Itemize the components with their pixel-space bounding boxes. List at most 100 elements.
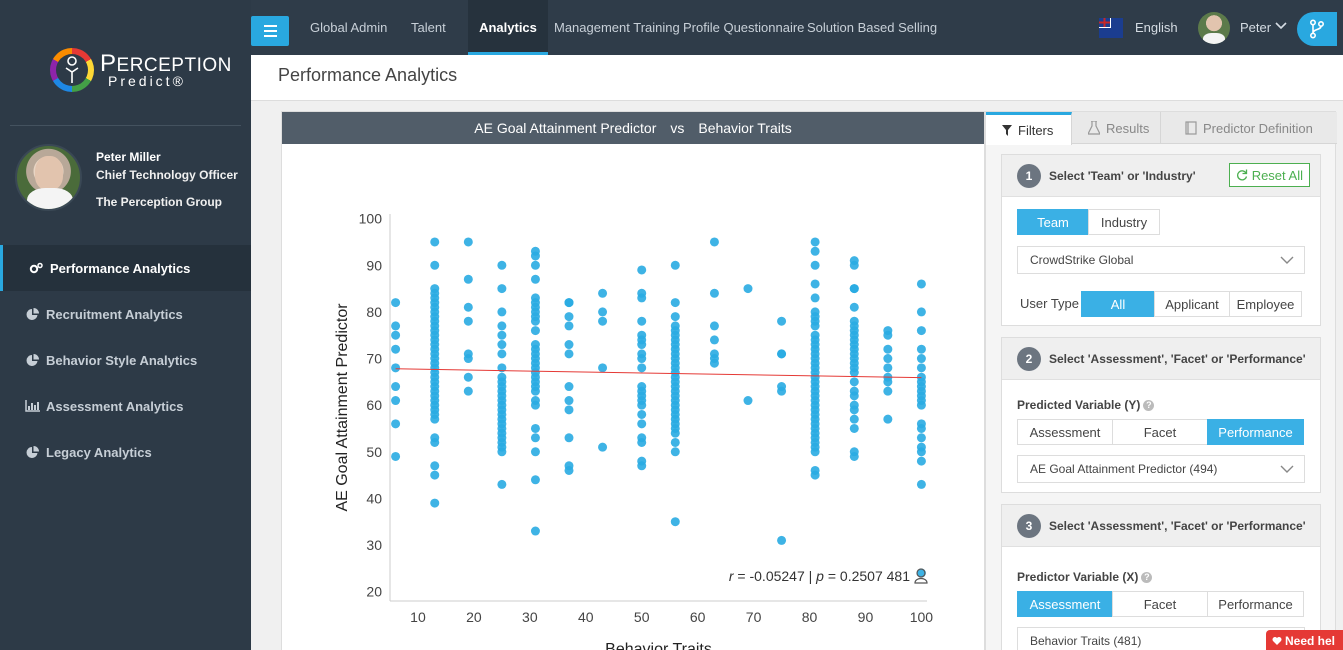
nav-global-admin[interactable]: Global Admin (310, 20, 388, 35)
reset-all-button[interactable]: Reset All (1228, 163, 1310, 187)
predictor-variable-toggle: Assessment Facet Performance (1017, 591, 1304, 617)
sidebar-item-performance-analytics[interactable]: Performance Analytics (0, 245, 251, 291)
scatter-point (916, 447, 926, 457)
bar-chart-icon (24, 399, 40, 413)
user-type-employee-button[interactable]: Employee (1229, 291, 1302, 317)
predictor-facet-button[interactable]: Facet (1112, 591, 1208, 617)
hamburger-menu-button[interactable] (251, 16, 289, 46)
step-number: 2 (1017, 346, 1041, 371)
chevron-down-icon (1280, 465, 1294, 473)
scatter-point (849, 391, 859, 401)
user-type-label: User Type (1020, 296, 1080, 311)
sidebar-item-assessment-analytics[interactable]: Assessment Analytics (0, 383, 251, 429)
scatter-point (670, 437, 680, 447)
nav-profile-questionnaire[interactable]: Profile Questionnaire (683, 20, 805, 35)
scatter-point (430, 470, 440, 480)
scatter-point (463, 372, 473, 382)
sidebar-item-behavior-style-analytics[interactable]: Behavior Style Analytics (0, 337, 251, 383)
scatter-point (564, 298, 574, 308)
scatter-point (497, 349, 507, 359)
team-industry-card: 1 Select 'Team' or 'Industry' Reset All … (1001, 154, 1321, 326)
scatter-point (530, 260, 540, 270)
scatter-point (430, 237, 440, 247)
nav-analytics[interactable]: Analytics (468, 0, 548, 55)
user-type-applicant-button[interactable]: Applicant (1154, 291, 1230, 317)
help-icon[interactable]: ? (1141, 572, 1153, 583)
scatter-point (777, 386, 787, 396)
chevron-down-icon[interactable] (1274, 19, 1288, 33)
scatter-point (598, 316, 608, 326)
scatter-point (670, 298, 680, 308)
need-help-button[interactable]: Need hel (1266, 630, 1343, 650)
help-icon[interactable]: ? (1143, 400, 1155, 411)
scatter-point (391, 419, 401, 429)
predicted-assessment-button[interactable]: Assessment (1017, 419, 1113, 445)
scatter-point (637, 461, 647, 471)
team-select[interactable]: CrowdStrike Global (1017, 246, 1305, 274)
scatter-point (849, 260, 859, 270)
scatter-point (564, 405, 574, 415)
x-tick-label: 80 (802, 609, 818, 625)
user-avatar[interactable] (1198, 12, 1230, 44)
chevron-down-icon (1280, 256, 1294, 264)
scatter-point (497, 330, 507, 340)
scatter-point (810, 293, 820, 303)
nav-management-training[interactable]: Management Training (554, 20, 680, 35)
nav-solution-based-selling[interactable]: Solution Based Selling (807, 20, 938, 35)
scatter-point (810, 321, 820, 331)
scatter-point (849, 284, 859, 294)
perception-predict-logo[interactable]: PERCEPTION Predict® (50, 46, 231, 96)
card-header: 3 Select 'Assessment', 'Facet' or 'Perfo… (1002, 505, 1320, 547)
scatter-point (463, 302, 473, 312)
team-industry-toggle: Team Industry (1017, 209, 1160, 235)
scatter-point (916, 568, 926, 578)
predicted-variable-label: Predicted Variable (Y)? (1017, 398, 1155, 412)
scatter-point (916, 423, 926, 433)
predictor-variable-select[interactable]: Behavior Traits (481) (1017, 627, 1305, 650)
scatter-chart[interactable]: 20 30 40 50 60 70 80 90 100 10 20 30 40 50 60 70 80 90 100… (282, 144, 984, 650)
scatter-point (777, 349, 787, 359)
branch-button[interactable] (1297, 12, 1337, 46)
chart-panel: AE Goal Attainment Predictor vs Behavior… (281, 111, 985, 650)
scatter-point (849, 377, 859, 387)
tab-predictor-definition[interactable]: Predictor Definition (1161, 112, 1337, 144)
scatter-point (849, 405, 859, 415)
scatter-point (564, 321, 574, 331)
scatter-point (849, 368, 859, 378)
team-toggle-button[interactable]: Team (1017, 209, 1089, 235)
scatter-point (916, 456, 926, 466)
predictor-performance-button[interactable]: Performance (1207, 591, 1304, 617)
scatter-point (777, 316, 787, 326)
sidebar-item-legacy-analytics[interactable]: Legacy Analytics (0, 429, 251, 475)
scatter-point (743, 396, 753, 406)
correlation-stats: r = -0.05247 | p = 0.2507 481 (729, 568, 910, 584)
industry-toggle-button[interactable]: Industry (1088, 209, 1160, 235)
scatter-point (598, 442, 608, 452)
scatter-point (391, 321, 401, 331)
scatter-point (849, 302, 859, 312)
predicted-facet-button[interactable]: Facet (1112, 419, 1208, 445)
nav-talent[interactable]: Talent (411, 20, 446, 35)
scatter-point (849, 451, 859, 461)
scatter-point (463, 316, 473, 326)
tab-filters[interactable]: Filters (986, 112, 1072, 145)
scatter-point (463, 237, 473, 247)
scatter-point (777, 535, 787, 545)
user-type-all-button[interactable]: All (1081, 291, 1155, 317)
sidebar-item-recruitment-analytics[interactable]: Recruitment Analytics (0, 291, 251, 337)
scatter-point (391, 382, 401, 392)
scatter-point (810, 237, 820, 247)
scatter-point (391, 344, 401, 354)
language-selector[interactable]: English (1135, 20, 1178, 35)
predicted-performance-button[interactable]: Performance (1207, 419, 1304, 445)
sidebar-item-label: Performance Analytics (50, 260, 191, 276)
predicted-variable-select[interactable]: AE Goal Attainment Predictor (494) (1017, 455, 1305, 483)
predictor-assessment-button[interactable]: Assessment (1017, 591, 1113, 617)
australia-flag-icon[interactable] (1099, 18, 1123, 38)
scatter-point (530, 386, 540, 396)
avatar[interactable] (15, 144, 82, 211)
tab-results[interactable]: Results (1072, 112, 1161, 144)
user-menu-name[interactable]: Peter (1240, 20, 1272, 35)
scatter-point (637, 400, 647, 410)
x-axis-label: Behavior Traits (605, 641, 712, 650)
